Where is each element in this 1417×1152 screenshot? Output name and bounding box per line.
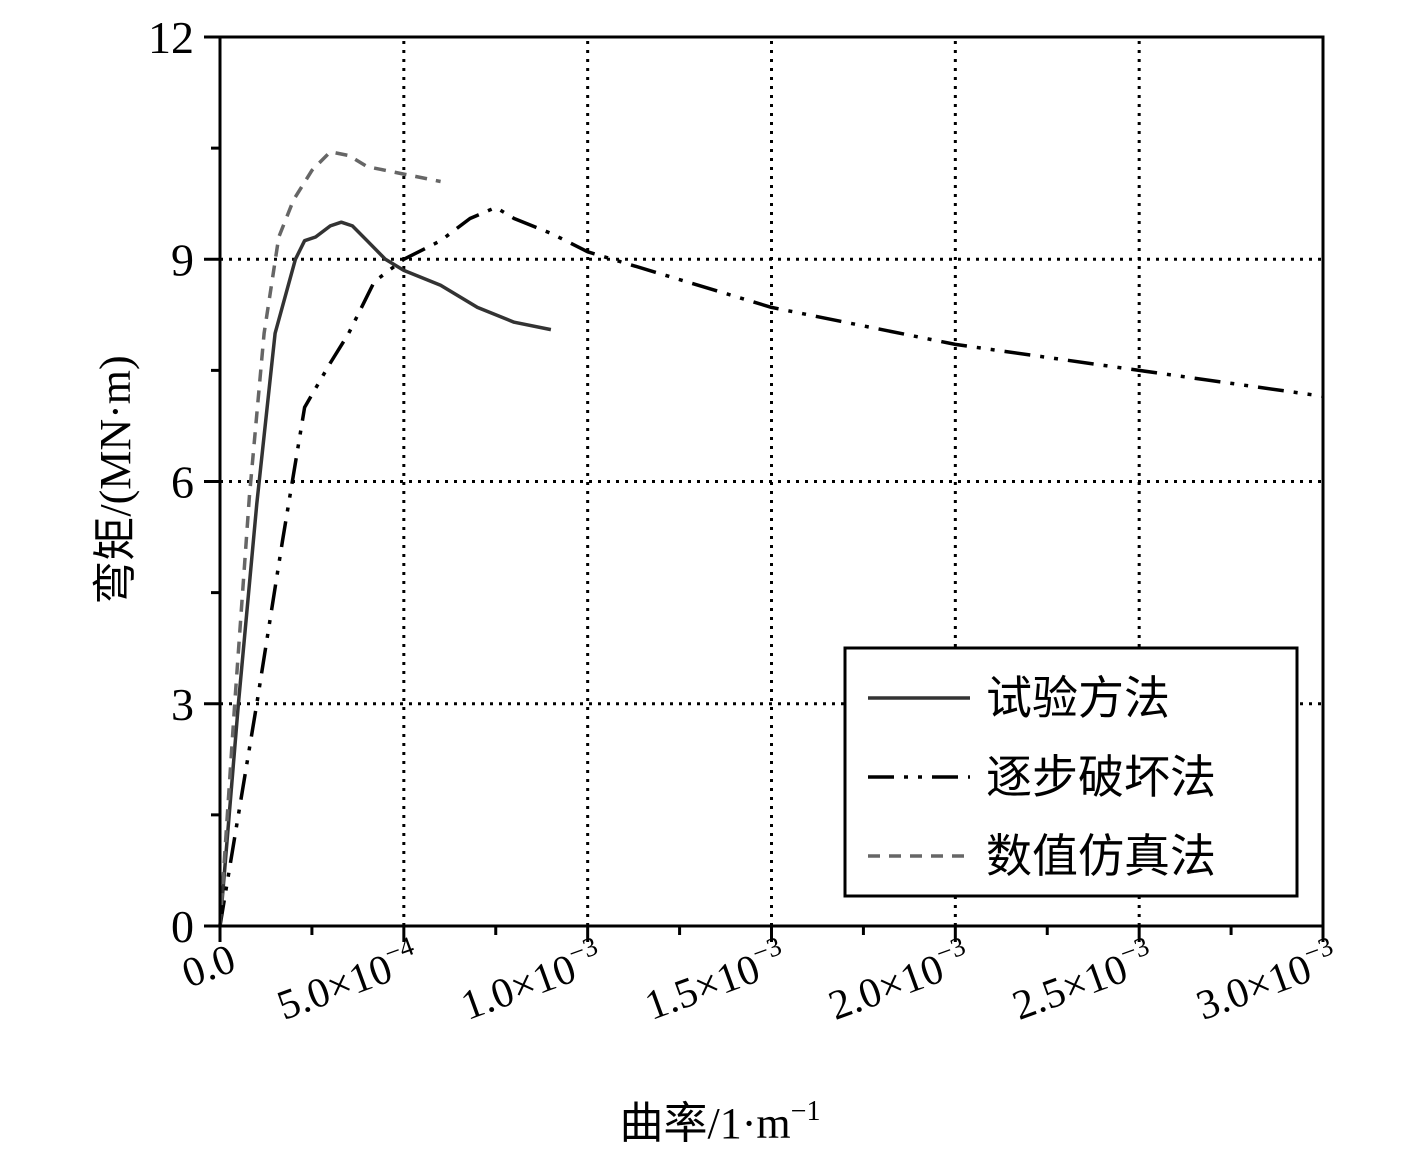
x-axis-label: 曲率/1·m−1 [620,1096,821,1148]
series-line-1 [218,220,552,927]
y-axis-label: 弯矩/(MN·m) [91,355,140,604]
y-tick-label-0: 0 [171,901,194,952]
x-axis-label-exponent: −1 [791,1096,821,1127]
x-axis-label-main: 曲率/1·m [620,1099,791,1148]
legend-label-1: 试验方法 [986,673,1170,724]
series-line-2 [218,205,1324,927]
y-tick-label-2: 6 [171,457,194,508]
y-tick-label-3: 9 [171,234,194,285]
legend-label-3: 数值仿真法 [986,831,1216,882]
legend-label-2: 逐步破坏法 [986,752,1216,803]
series-lines [218,150,1324,927]
y-tick-label-1: 3 [171,679,194,730]
y-tick-label-4: 12 [148,12,194,63]
